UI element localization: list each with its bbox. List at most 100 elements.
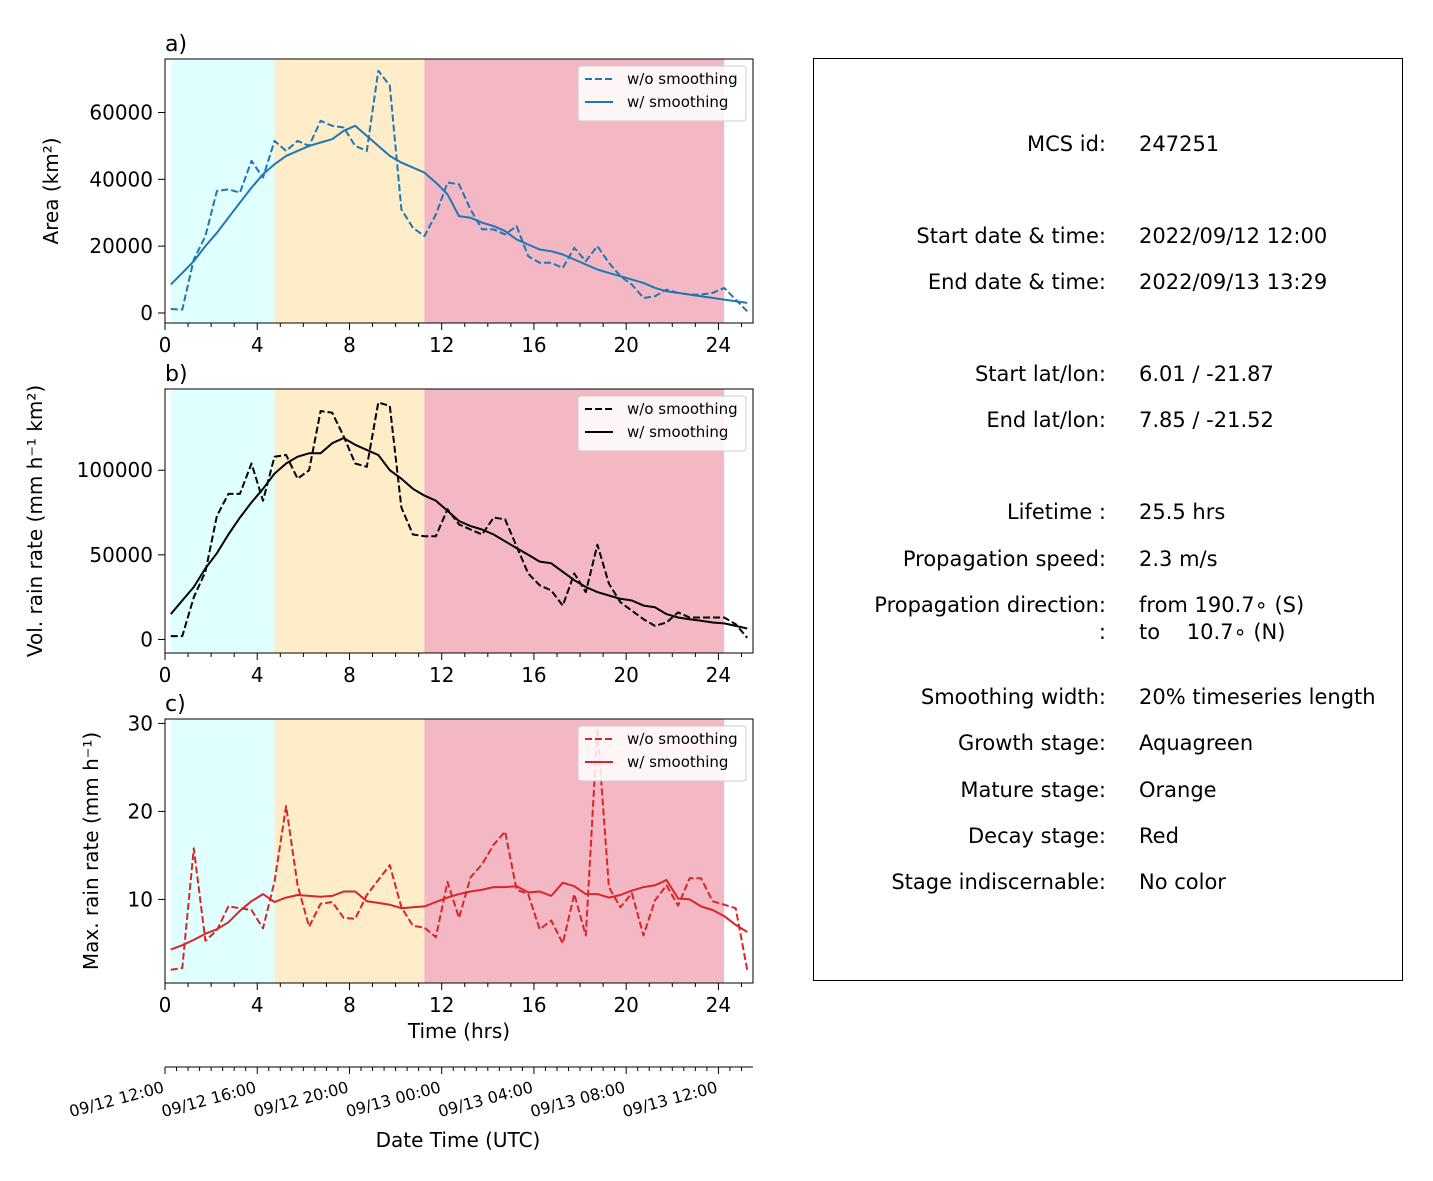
chart-panel: 0 4 8 12 16 20 24 0 20000 40000 60000 Area (km²) a) w… [39, 32, 754, 357]
y-tick-label: 100000 [77, 458, 153, 482]
info-value: 6.01 / -21.87 [1139, 362, 1274, 386]
chart-panel: 0 4 8 12 16 20 24 0 50000 100000 Vol. rain rate (m… [23, 362, 754, 687]
axes-frame [164, 388, 754, 654]
series-line-smoothed [170, 437, 748, 630]
datetime-tick-label: 09/12 12:00 [67, 1078, 166, 1122]
x-tick-label: 12 [429, 663, 454, 687]
legend-label: w/ smoothing [627, 93, 728, 111]
x-tick-label: 12 [429, 333, 454, 357]
info-value: 2022/09/12 12:00 [1139, 224, 1328, 248]
info-row-end-time: End date & time: 2022/09/13 13:29 [814, 270, 1402, 300]
x-tick-label: 20 [613, 333, 638, 357]
info-row-growth: Growth stage: Aquagreen [814, 731, 1402, 761]
info-label: Propagation speed: [902, 547, 1106, 571]
info-row-mature: Mature stage: Orange [814, 778, 1402, 808]
info-label: Growth stage: [957, 731, 1106, 755]
legend: w/o smoothing w/ smoothing [577, 65, 747, 122]
info-value: Red [1139, 824, 1179, 848]
x-tick-label: 12 [429, 993, 454, 1017]
datetime-tick-label: 09/12 20:00 [252, 1078, 351, 1122]
info-row-start-latlon: Start lat/lon: 6.01 / -21.87 [814, 362, 1402, 392]
datetime-tick-label: 09/12 16:00 [159, 1078, 258, 1122]
y-tick-label: 60000 [89, 100, 153, 124]
info-value: 2.3 m/s [1139, 547, 1218, 571]
info-value: 7.85 / -21.52 [1139, 408, 1274, 432]
info-value: from 190.7∘ (S) [1139, 593, 1305, 617]
info-label: Mature stage: [960, 778, 1106, 802]
series-line-smoothed [170, 124, 748, 304]
info-row-prop-direction-to: : to 10.7∘ (N) [814, 620, 1402, 650]
datetime-axis-label: Date Time (UTC) [376, 1128, 541, 1152]
x-tick-label: 16 [521, 333, 546, 357]
series-line-smoothed [170, 879, 748, 951]
x-tick-label: 8 [343, 663, 356, 687]
y-tick-label: 20000 [89, 234, 153, 258]
y-axis-label: Vol. rain rate (mm h⁻¹ km²) [23, 385, 47, 657]
x-tick-label: 0 [159, 333, 172, 357]
x-tick-label: 0 [159, 993, 172, 1017]
panel-label: c) [165, 692, 186, 717]
stage-band-mature [274, 719, 425, 983]
stage-band-growth [170, 389, 275, 653]
series-line-raw [170, 69, 748, 313]
info-value: Orange [1139, 778, 1217, 802]
legend-label: w/ smoothing [627, 753, 728, 771]
datetime-tick-label: 09/13 04:00 [436, 1078, 535, 1122]
stage-band-mature [274, 389, 425, 653]
info-value: 247251 [1139, 132, 1220, 156]
y-tick-label: 50000 [89, 543, 153, 567]
info-label: Stage indiscernable: [891, 870, 1106, 894]
y-tick-label: 40000 [89, 167, 153, 191]
info-label: Lifetime : [1006, 500, 1106, 524]
x-tick-label: 4 [251, 333, 264, 357]
x-axis-label: Time (hrs) [407, 1019, 510, 1043]
x-tick-label: 16 [521, 663, 546, 687]
info-label: Decay stage: [968, 824, 1106, 848]
info-row-prop-speed: Propagation speed: 2.3 m/s [814, 547, 1402, 577]
info-row-smoothing: Smoothing width: 20% timeseries length [814, 685, 1402, 715]
datetime-tick-label: 09/13 12:00 [621, 1078, 720, 1122]
x-tick-label: 8 [343, 333, 356, 357]
stage-band-mature [274, 59, 425, 323]
y-tick-label: 10 [128, 887, 153, 911]
x-tick-label: 24 [706, 993, 731, 1017]
x-tick-label: 0 [159, 663, 172, 687]
legend: w/o smoothing w/ smoothing [577, 395, 747, 452]
x-tick-label: 8 [343, 993, 356, 1017]
info-label: Propagation direction: [874, 593, 1106, 617]
y-tick-label: 30 [128, 711, 153, 735]
y-tick-label: 0 [140, 627, 153, 651]
info-label: Start date & time: [916, 224, 1106, 248]
legend-box [577, 725, 747, 782]
info-row-prop-direction: Propagation direction: from 190.7∘ (S) [814, 593, 1402, 623]
datetime-tick-label: 09/13 00:00 [344, 1078, 443, 1122]
info-label: : [1098, 620, 1106, 644]
datetime-tick-label: 09/13 08:00 [528, 1078, 627, 1122]
info-label: End lat/lon: [986, 408, 1106, 432]
info-value: Aquagreen [1139, 731, 1254, 755]
legend: w/o smoothing w/ smoothing [577, 725, 747, 782]
y-tick-label: 20 [128, 799, 153, 823]
series-line-raw [170, 401, 748, 639]
info-label: Smoothing width: [920, 685, 1106, 709]
panel-label: b) [165, 362, 188, 387]
x-tick-label: 20 [613, 993, 638, 1017]
legend-label: w/o smoothing [627, 70, 738, 88]
info-value: to 10.7∘ (N) [1139, 620, 1286, 644]
info-row-lifetime: Lifetime : 25.5 hrs [814, 500, 1402, 530]
info-value: 20% timeseries length [1139, 685, 1376, 709]
x-tick-label: 4 [251, 663, 264, 687]
legend-box [577, 65, 747, 122]
y-axis-label: Max. rain rate (mm h⁻¹) [79, 732, 103, 970]
stage-band-growth [170, 719, 275, 983]
panel-label: a) [165, 32, 187, 57]
x-tick-label: 20 [613, 663, 638, 687]
x-tick-label: 24 [706, 663, 731, 687]
info-label: Start lat/lon: [974, 362, 1106, 386]
legend-box [577, 395, 747, 452]
axes-frame [164, 58, 754, 324]
legend-label: w/o smoothing [627, 730, 738, 748]
chart-panel: 0 4 8 12 16 20 24 10 20 30 Max. rain rate (mm h⁻¹)… [79, 692, 754, 1043]
info-row-indiscernable: Stage indiscernable: No color [814, 870, 1402, 900]
